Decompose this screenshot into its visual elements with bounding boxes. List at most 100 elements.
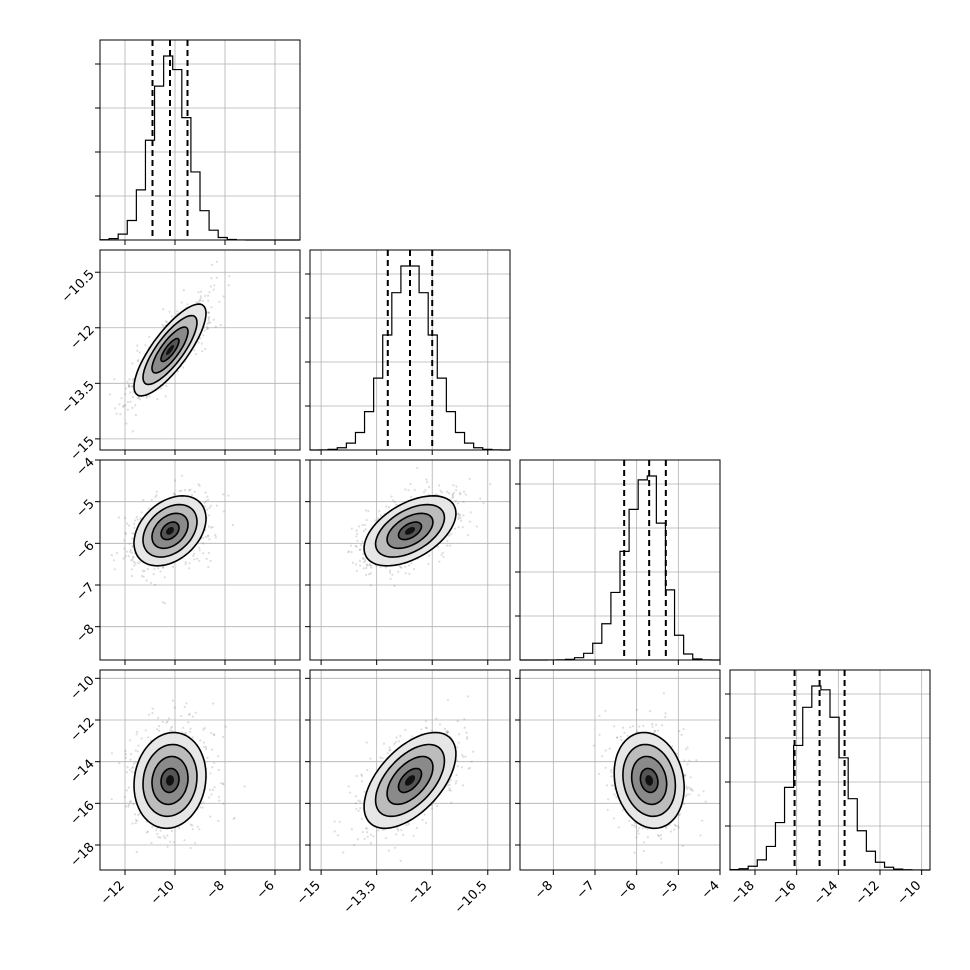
sample-point bbox=[93, 405, 95, 407]
sample-point bbox=[222, 493, 225, 496]
sample-point bbox=[133, 526, 136, 529]
sample-point bbox=[635, 708, 638, 712]
sample-point bbox=[685, 786, 688, 790]
sample-point bbox=[446, 729, 449, 733]
sample-point bbox=[209, 772, 212, 775]
y-tick-label: −10 bbox=[68, 673, 98, 703]
sample-point bbox=[620, 738, 623, 742]
panel-content bbox=[110, 474, 234, 605]
x-tick-label: −18 bbox=[728, 878, 758, 908]
sample-point bbox=[449, 778, 452, 782]
sample-point bbox=[629, 726, 632, 729]
sample-point bbox=[388, 571, 392, 574]
sample-point bbox=[222, 735, 225, 738]
sample-point bbox=[455, 485, 458, 488]
x-tick-label: −6 bbox=[615, 878, 639, 902]
sample-point bbox=[151, 712, 154, 715]
sample-point bbox=[450, 532, 453, 536]
contour-level-1 bbox=[639, 767, 659, 794]
sample-point bbox=[686, 788, 689, 791]
sample-point bbox=[143, 569, 146, 573]
sample-point bbox=[355, 774, 358, 778]
x-tick-label: −8 bbox=[532, 878, 556, 902]
sample-point bbox=[369, 572, 372, 575]
sample-point bbox=[351, 561, 354, 564]
sample-point bbox=[391, 573, 394, 576]
sample-point bbox=[436, 804, 439, 808]
sample-point bbox=[144, 729, 147, 732]
sample-point bbox=[173, 706, 176, 709]
panel-frame bbox=[519, 459, 721, 661]
panel-content bbox=[347, 466, 492, 588]
sample-point bbox=[194, 711, 197, 714]
contour-level-1 bbox=[160, 521, 180, 541]
sample-point bbox=[145, 396, 148, 399]
sample-point bbox=[355, 569, 358, 573]
scatter-panel-p3-p4: −8 −7 −6 −5 −4 bbox=[515, 669, 723, 902]
histogram-steps-p4 bbox=[729, 685, 931, 871]
sample-point bbox=[156, 832, 159, 836]
sample-point bbox=[386, 752, 389, 755]
sample-point bbox=[449, 789, 452, 792]
sample-point bbox=[461, 753, 464, 757]
sample-point bbox=[356, 539, 359, 542]
sample-point bbox=[470, 760, 473, 763]
sample-point bbox=[684, 748, 688, 751]
sample-point bbox=[460, 766, 463, 769]
sample-point bbox=[446, 544, 449, 547]
sample-point bbox=[222, 295, 225, 298]
sample-point bbox=[455, 489, 458, 492]
sample-point bbox=[134, 562, 137, 565]
sample-point bbox=[187, 721, 190, 724]
sample-point bbox=[137, 562, 140, 565]
sample-point bbox=[355, 529, 358, 532]
sample-point bbox=[147, 736, 150, 739]
sample-point bbox=[224, 725, 227, 728]
sample-point bbox=[381, 757, 384, 760]
sample-point bbox=[362, 561, 365, 564]
sample-point bbox=[206, 325, 209, 328]
sample-point bbox=[457, 512, 460, 515]
panel-frame bbox=[99, 39, 301, 241]
sample-point bbox=[422, 491, 425, 494]
sample-point bbox=[208, 788, 211, 792]
contour-level-4 bbox=[363, 731, 457, 830]
sample-point bbox=[162, 325, 165, 328]
sample-point bbox=[127, 803, 130, 807]
sample-point bbox=[370, 564, 373, 567]
sample-point bbox=[173, 493, 176, 496]
y-tick-label: −14 bbox=[68, 757, 98, 787]
sample-point bbox=[150, 841, 153, 845]
sample-point bbox=[336, 834, 339, 837]
sample-point bbox=[610, 768, 613, 772]
sample-point bbox=[203, 746, 206, 749]
sample-point bbox=[358, 525, 361, 528]
sample-point bbox=[364, 528, 367, 531]
sample-point bbox=[195, 557, 199, 560]
sample-point bbox=[191, 824, 194, 827]
sample-point bbox=[199, 806, 202, 809]
sample-point bbox=[451, 496, 454, 499]
sample-point bbox=[357, 799, 360, 802]
x-tick-label: −6 bbox=[254, 878, 278, 902]
sample-point bbox=[197, 291, 200, 294]
sample-point bbox=[451, 493, 454, 496]
sample-point bbox=[389, 748, 392, 751]
sample-point bbox=[427, 562, 430, 566]
sample-point bbox=[446, 784, 449, 787]
sample-point bbox=[210, 277, 213, 280]
sample-point bbox=[128, 524, 131, 527]
sample-point bbox=[134, 749, 137, 752]
sample-point bbox=[463, 718, 466, 721]
sample-point bbox=[147, 713, 151, 716]
sample-point bbox=[209, 321, 212, 324]
sample-point bbox=[407, 564, 410, 567]
sample-point bbox=[214, 325, 217, 328]
sample-point bbox=[210, 306, 213, 309]
sample-point bbox=[392, 499, 395, 502]
sample-point bbox=[172, 841, 175, 844]
sample-point bbox=[632, 725, 635, 728]
sample-point bbox=[191, 828, 194, 831]
sample-point bbox=[635, 836, 638, 839]
sample-point bbox=[200, 342, 203, 345]
